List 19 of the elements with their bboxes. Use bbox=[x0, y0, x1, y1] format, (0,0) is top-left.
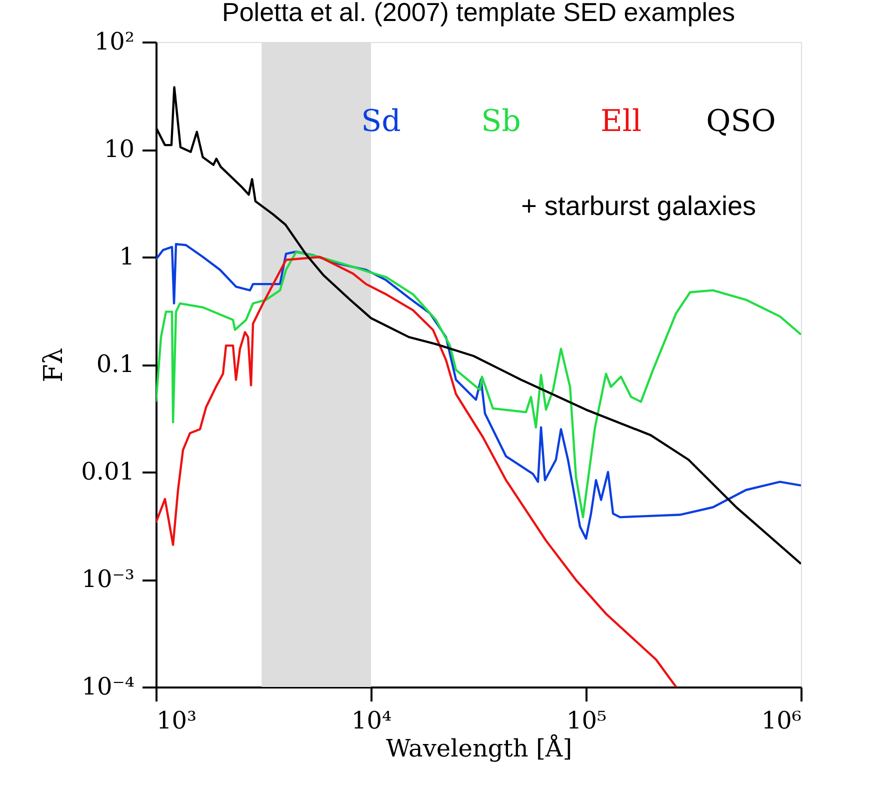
text: Sd bbox=[361, 104, 401, 139]
y-tick-label: 10⁻³ bbox=[82, 565, 134, 593]
x-tick-label: 10⁵ bbox=[566, 706, 607, 734]
y-axis-title: Fλ bbox=[39, 348, 70, 382]
y-tick-label: 1 bbox=[119, 242, 134, 270]
text: Ell bbox=[600, 104, 642, 139]
chart-title: Poletta et al. (2007) template SED examples bbox=[222, 0, 736, 27]
text: Sb bbox=[481, 104, 521, 139]
x-axis-title: Wavelength [Å] bbox=[386, 734, 572, 762]
y-tick-label: 10² bbox=[94, 28, 134, 56]
y-tick-label: 10 bbox=[104, 135, 134, 163]
x-tick-label: 10⁶ bbox=[761, 706, 802, 734]
x-tick-label: 10⁴ bbox=[351, 706, 392, 734]
x-tick-label: 10³ bbox=[156, 706, 197, 734]
text: QSO bbox=[706, 104, 776, 139]
y-tick-label: 0.1 bbox=[96, 350, 134, 378]
y-tick-label: 0.01 bbox=[81, 458, 134, 486]
y-tick-label: 10⁻⁴ bbox=[82, 672, 134, 700]
annotation: + starburst galaxies bbox=[521, 191, 756, 221]
